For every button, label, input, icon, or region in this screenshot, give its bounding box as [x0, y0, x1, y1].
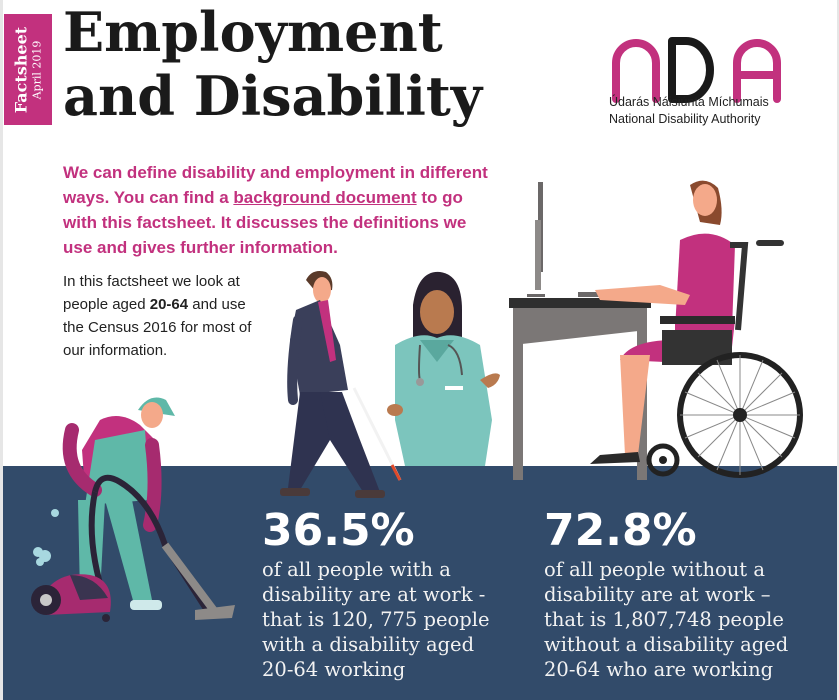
logo-irish-name: Údarás Náisiúnta Míchumais	[609, 95, 769, 109]
stat-line: 20-64 who are working	[544, 658, 774, 681]
factsheet-badge: Factsheet April 2019	[4, 14, 52, 125]
doctor-with-stethoscope-icon	[387, 271, 500, 466]
person-vacuuming-icon	[31, 397, 235, 622]
scope-note: In this factsheet we look at people aged…	[63, 270, 263, 362]
intro-text-before: We can define disability and employment …	[63, 163, 488, 207]
stat-percent: 36.5%	[262, 505, 415, 556]
stat-line: of all people with a	[262, 558, 451, 581]
title-line-2: and Disability	[63, 64, 483, 128]
page-title: Employment and Disability	[63, 0, 482, 128]
woman-in-wheelchair-at-desk-icon	[509, 180, 803, 480]
stat-line: disability are at work -	[262, 583, 486, 606]
stat-with-disability: 36.5% of all people with a disability ar…	[262, 505, 532, 682]
background-document-link[interactable]: background document	[233, 188, 417, 207]
stat-line: that is 120, 775 people	[262, 608, 490, 631]
note-text-before: In this factsheet we look at people aged	[63, 273, 240, 313]
stat-line: 20-64 working	[262, 658, 406, 681]
page-right-border	[837, 0, 839, 700]
note-text-after: and use the Census 2016 for most of our …	[63, 296, 252, 359]
man-with-white-cane-icon	[280, 271, 402, 498]
stat-line: disability are at work –	[544, 583, 771, 606]
logo-subtitle: Údarás Náisiúnta Míchumais National Disa…	[609, 94, 769, 128]
page-left-border	[0, 0, 3, 700]
nda-logo-icon	[612, 37, 781, 103]
logo-english-name: National Disability Authority	[609, 112, 761, 126]
intro-paragraph: We can define disability and employment …	[63, 160, 493, 260]
stat-percent: 72.8%	[544, 505, 697, 556]
stat-line: of all people without a	[544, 558, 765, 581]
note-age-range: 20-64	[149, 296, 189, 313]
title-line-1: Employment	[63, 0, 443, 64]
stat-line: with a disability aged	[262, 633, 475, 656]
stat-line: that is 1,807,748 people	[544, 608, 784, 631]
stat-without-disability: 72.8% of all people without a disability…	[544, 505, 834, 682]
stat-line: without a disability aged	[544, 633, 789, 656]
intro-text-after: to go with this factsheet. It discusses …	[63, 188, 467, 257]
